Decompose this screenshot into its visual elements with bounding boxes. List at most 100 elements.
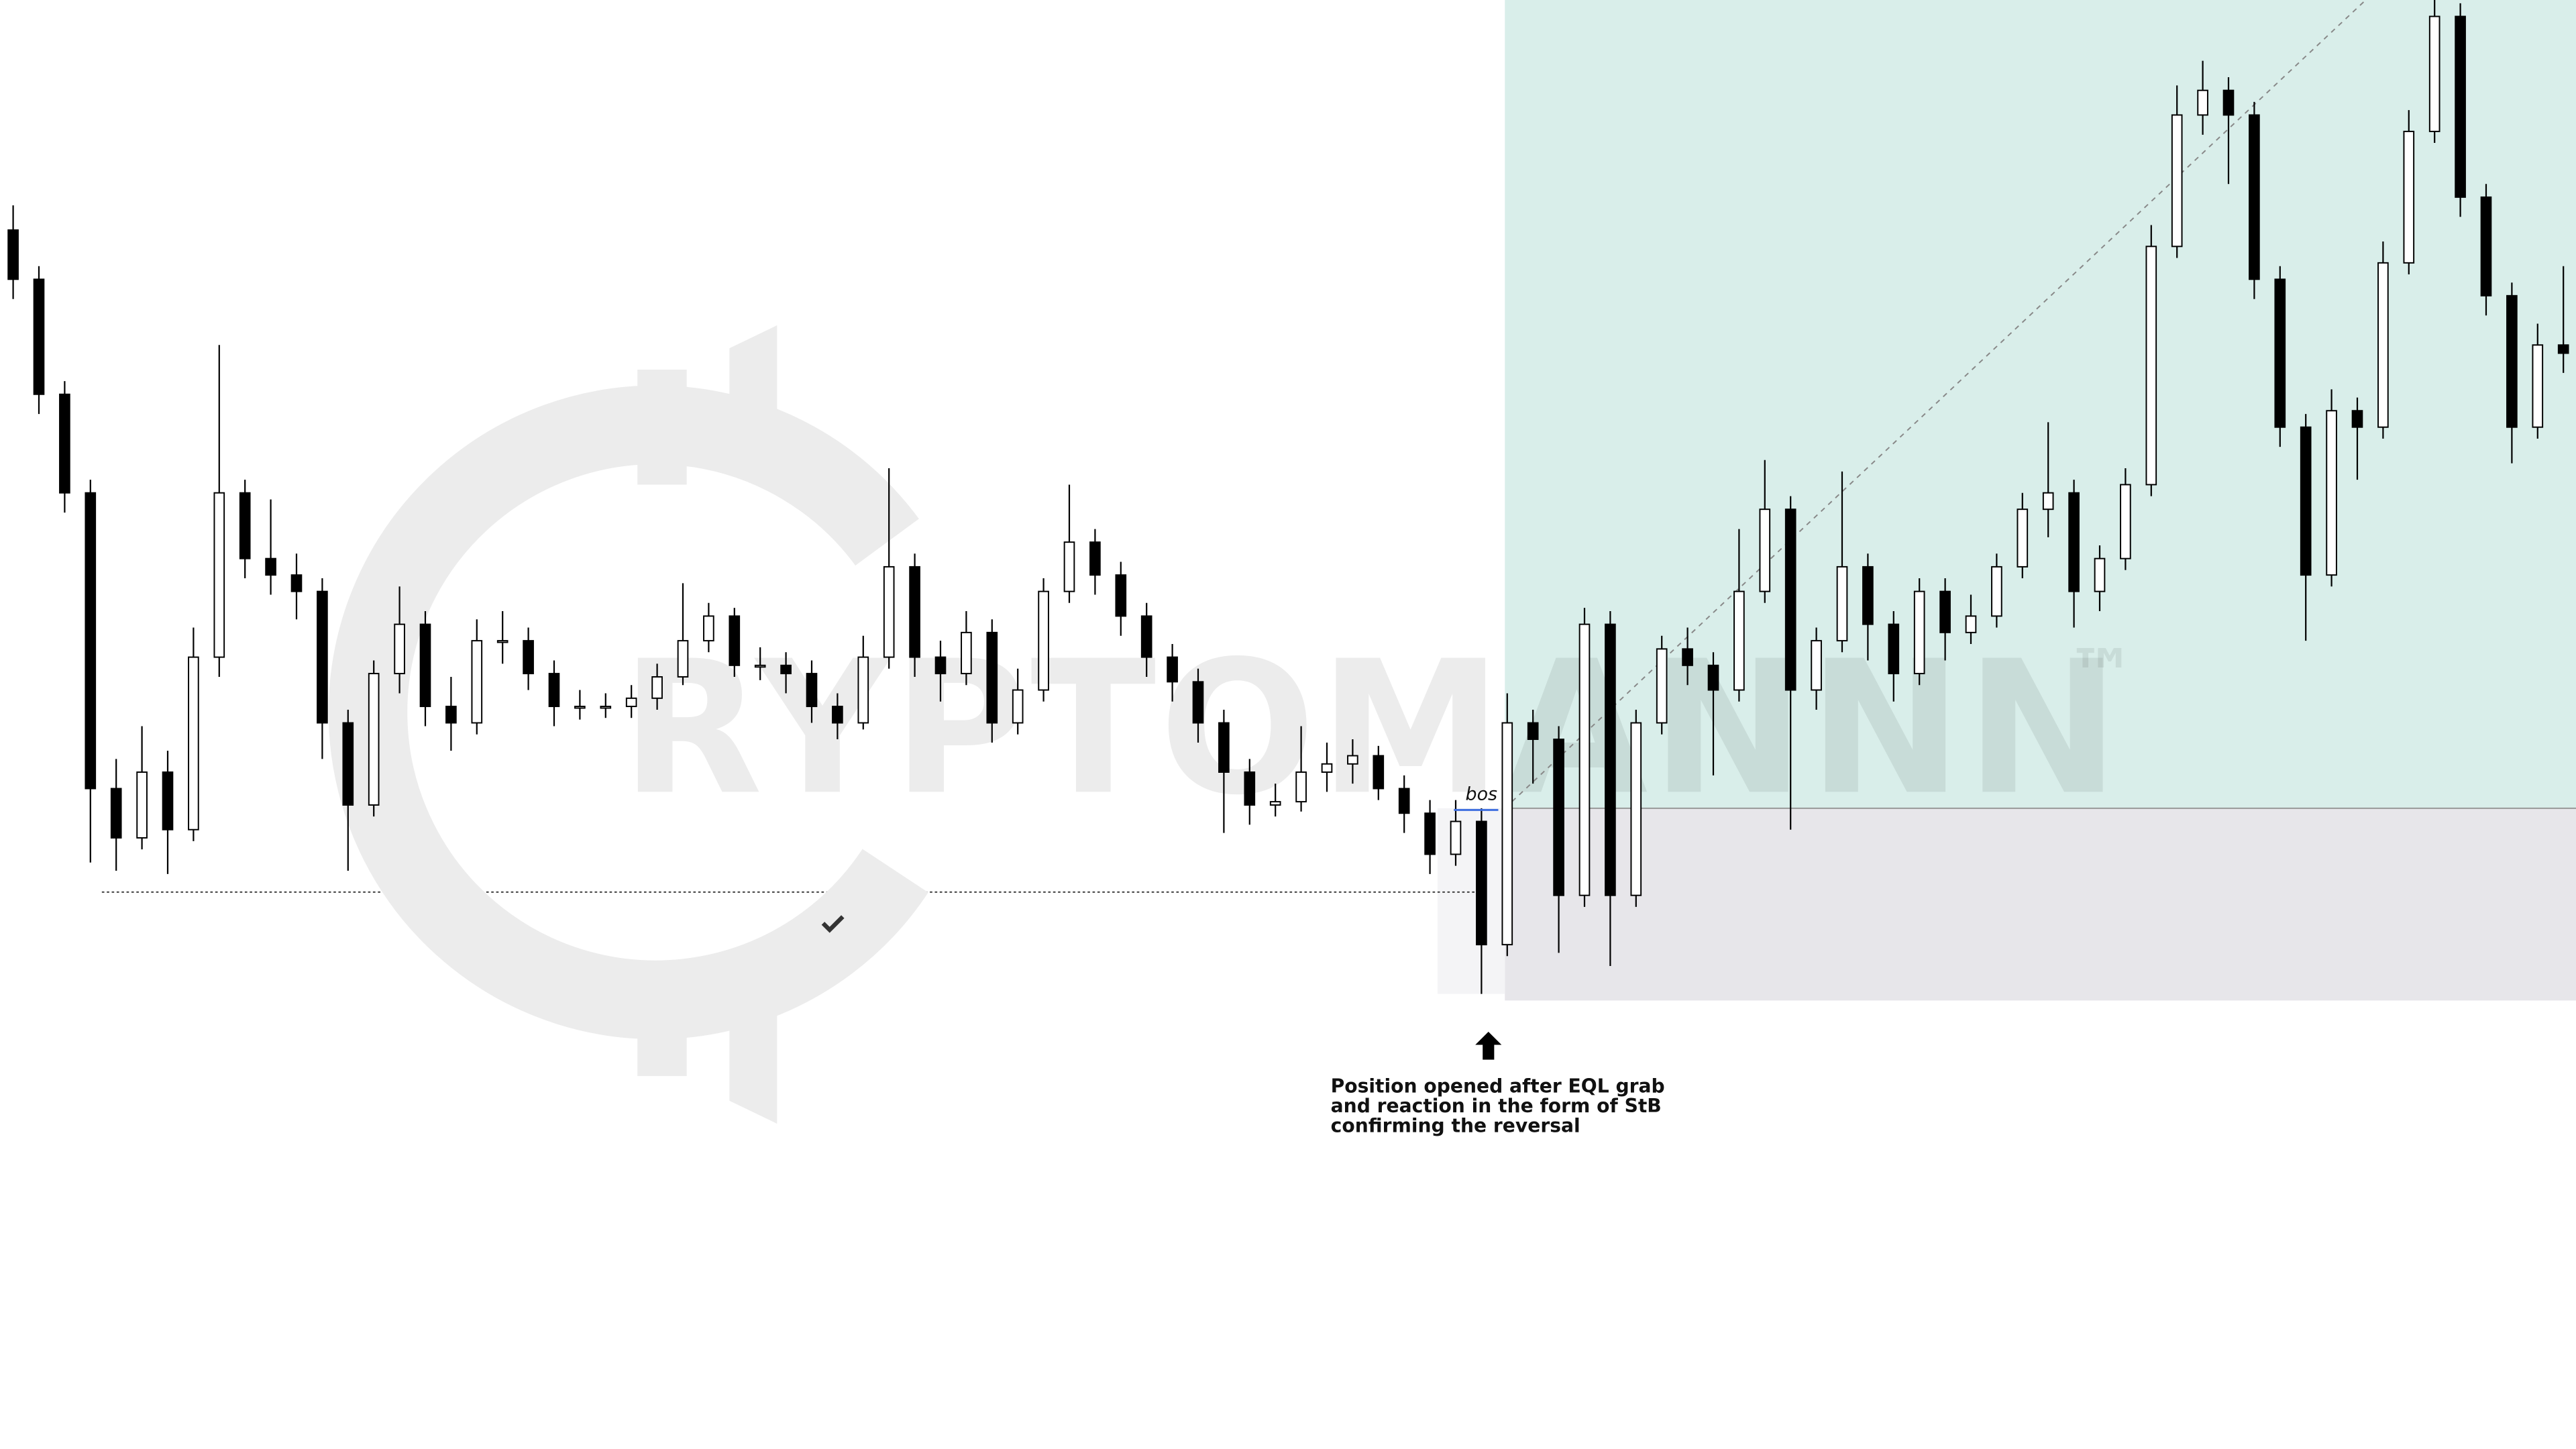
- candle-body: [2120, 484, 2131, 559]
- candle-body: [1656, 648, 1668, 724]
- candle-body: [1012, 689, 1024, 724]
- candle-body: [1605, 623, 1616, 896]
- candle-body: [2222, 89, 2235, 116]
- candle-body: [2377, 262, 2389, 428]
- arrow-up: [1475, 1031, 1502, 1060]
- candle-body: [2351, 410, 2363, 428]
- stop-zone: [1505, 808, 2576, 1001]
- candle-body: [1553, 739, 1564, 896]
- note-line: and reaction in the form of StB: [1331, 1095, 1662, 1117]
- candle-body: [961, 631, 972, 675]
- candle-body: [1501, 722, 1513, 946]
- candle-body: [1192, 681, 1204, 724]
- candle-body: [2249, 114, 2260, 280]
- candle-body: [651, 676, 663, 699]
- candle-body: [2480, 196, 2492, 297]
- candle-body: [1450, 820, 1462, 855]
- candle-body: [2506, 294, 2518, 428]
- candle-body: [909, 566, 920, 658]
- candle-body: [523, 640, 534, 675]
- candle-body: [806, 673, 818, 708]
- candle-body: [1965, 615, 1977, 633]
- candle-body: [2455, 15, 2466, 198]
- candle-body: [1836, 566, 1848, 642]
- candle-body: [729, 615, 741, 666]
- candle-body: [1733, 590, 1745, 691]
- candle-body: [2403, 130, 2415, 264]
- candle-body: [33, 278, 45, 395]
- candle-body: [1373, 755, 1385, 790]
- candle-body: [188, 656, 199, 830]
- candle-body: [2197, 89, 2208, 116]
- logo-bar: [729, 969, 777, 1124]
- candle-body: [1476, 820, 1487, 946]
- candle-body: [2068, 492, 2080, 592]
- candle-body: [2042, 492, 2054, 511]
- candle-body: [419, 623, 431, 708]
- candle-body: [703, 615, 714, 642]
- candle-body: [496, 640, 508, 643]
- candle-body: [1707, 664, 1719, 691]
- candle-body: [290, 574, 303, 592]
- pre-zone: [1437, 808, 1505, 994]
- candle-body: [1347, 755, 1358, 765]
- candle-body: [85, 492, 97, 790]
- candle-body: [780, 664, 792, 675]
- watermark: RYPTOMANNN: [621, 621, 2123, 835]
- candle-body: [136, 771, 148, 839]
- candle-body: [1991, 566, 2002, 617]
- candle-body: [1167, 656, 1178, 683]
- candle-body: [7, 229, 19, 280]
- candle-body: [754, 664, 766, 668]
- candle-body: [883, 566, 895, 658]
- logo-bar: [637, 370, 687, 485]
- candle-body: [1244, 771, 1256, 806]
- candle-body: [1759, 508, 1771, 592]
- candle-body: [986, 631, 998, 724]
- bos-label: bos: [1465, 784, 1497, 805]
- logo-arc: [328, 385, 928, 1040]
- candle-body: [857, 656, 869, 724]
- zones: [101, 0, 2576, 1001]
- candle-body: [1862, 566, 1874, 625]
- candle-body: [1888, 623, 1900, 675]
- candle-body: [2145, 246, 2157, 486]
- candle-body: [1398, 788, 1410, 814]
- candle-body: [162, 771, 174, 830]
- candle-body: [1115, 574, 1127, 617]
- candle-body: [1913, 590, 1925, 675]
- note-line: confirming the reversal: [1331, 1114, 1580, 1136]
- candle-body: [2171, 114, 2183, 248]
- candle-body: [1784, 508, 1796, 691]
- candle-body: [2326, 410, 2337, 576]
- candle-body: [1630, 722, 1642, 896]
- candle-body: [213, 492, 225, 658]
- candle-body: [1527, 722, 1539, 741]
- candle-body: [1038, 590, 1049, 691]
- candle-body: [2094, 557, 2106, 592]
- candle-body: [1218, 722, 1230, 773]
- candle-body: [2557, 344, 2569, 354]
- note-line: Position opened after EQL grab: [1331, 1075, 1665, 1097]
- trademark: ™: [2067, 635, 2136, 715]
- candle-body: [471, 640, 483, 724]
- candle-body: [2532, 344, 2544, 428]
- candle-body: [1811, 640, 1822, 691]
- candle-body: [600, 706, 612, 709]
- candle-body: [317, 590, 328, 724]
- candle-body: [574, 706, 586, 709]
- candle-body: [59, 393, 70, 494]
- candle-body: [1295, 771, 1307, 803]
- candle-body: [2428, 15, 2440, 132]
- candle-body: [832, 706, 843, 724]
- candle-body: [265, 557, 276, 576]
- candle-body: [239, 492, 251, 559]
- check-icon: [821, 915, 845, 933]
- candle-body: [1089, 541, 1101, 576]
- candle-body: [2274, 278, 2286, 428]
- marks: [7, 0, 2569, 994]
- candle-body: [2017, 508, 2029, 568]
- candle-body: [1269, 801, 1281, 806]
